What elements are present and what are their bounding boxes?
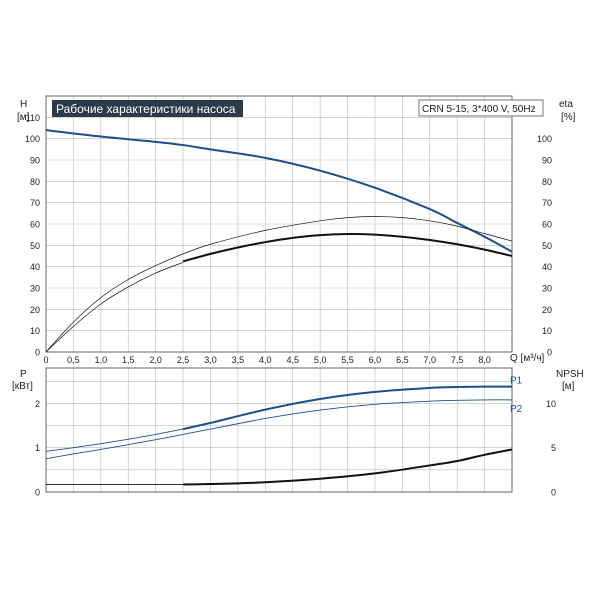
p1-curve-low — [45, 428, 184, 452]
title-box — [52, 100, 243, 117]
model-label: CRN 5-15, 3*400 V, 50Hz — [422, 104, 536, 115]
head-tick-label: 60 — [30, 220, 40, 230]
head-tick-label: 80 — [30, 177, 40, 187]
x-tick-label: 2,5 — [177, 355, 190, 365]
efficiency-tick-label: 50 — [542, 241, 552, 251]
flow-axis-label: Q [м³/ч] — [510, 353, 545, 364]
x-tick-label: 3,0 — [204, 355, 217, 365]
x-tick-label: 1,0 — [95, 355, 108, 365]
x-tick-label: 0,5 — [67, 355, 80, 365]
npsh-tick-label: 5 — [551, 443, 556, 453]
curves — [45, 129, 513, 486]
head-tick-label: 40 — [30, 262, 40, 272]
npsh-tick-label: 0 — [551, 488, 556, 498]
p1-label: P1 — [510, 376, 523, 387]
efficiency-tick-label: 80 — [542, 177, 552, 187]
head-axis-name: H — [20, 99, 27, 110]
power-tick-label: 0 — [35, 488, 40, 498]
efficiency-tick-label: 100 — [537, 134, 552, 144]
p1-curve — [182, 385, 513, 431]
npsh-axis-name: NPSH — [556, 369, 584, 380]
tick-labels: 0 0,5 1,0 1,5 2,0 2,5 3,0 3,5 4,0 4,5 5,0 5,5 6,0 6,5… — [25, 113, 556, 498]
npsh-axis-unit: [м] — [562, 381, 575, 392]
series-labels: P1 P2 — [510, 376, 523, 415]
efficiency-tick-label: 10 — [542, 326, 552, 336]
x-tick-label: 4,0 — [259, 355, 272, 365]
efficiency-tick-label: 60 — [542, 220, 552, 230]
head-tick-label: 100 — [25, 134, 40, 144]
eta_2-curve — [45, 262, 184, 353]
power-tick-label: 1 — [35, 443, 40, 453]
p2-curve — [45, 399, 513, 460]
power-axis-name: P — [20, 369, 27, 380]
npsh-tick-label: 10 — [546, 399, 556, 409]
x-tick-label: 6,5 — [396, 355, 409, 365]
efficiency-tick-label: 40 — [542, 262, 552, 272]
bottom-plot-frame — [45, 367, 513, 493]
head-tick-label: 20 — [30, 305, 40, 315]
head-curve — [45, 129, 513, 253]
head-tick-label: 90 — [30, 156, 40, 166]
head-tick-label: 0 — [35, 348, 40, 358]
x-tick-label: 7,5 — [451, 355, 464, 365]
top-plot-frame — [45, 95, 513, 353]
eta_3-curve — [182, 233, 513, 263]
efficiency-tick-label: 0 — [547, 348, 552, 358]
x-tick-label: 7,0 — [424, 355, 437, 365]
x-tick-label: 5,0 — [314, 355, 327, 365]
head-tick-label: 50 — [30, 241, 40, 251]
head-axis-unit: [м] — [17, 112, 30, 123]
efficiency-tick-label: 20 — [542, 305, 552, 315]
efficiency-tick-label: 70 — [542, 198, 552, 208]
x-tick-label: 1,5 — [122, 355, 135, 365]
x-tick-label: 2,0 — [149, 355, 162, 365]
x-tick-label: 8,0 — [478, 355, 491, 365]
eta_1-curve — [45, 216, 513, 353]
x-tick-label: 6,0 — [369, 355, 382, 365]
head-tick-label: 30 — [30, 284, 40, 294]
head-tick-label: 10 — [30, 326, 40, 336]
efficiency-axis-unit: [%] — [561, 112, 576, 123]
power-axis-unit: [кВт] — [12, 381, 33, 392]
head-tick-label: 110 — [26, 113, 40, 123]
model-label-box — [418, 99, 544, 117]
x-tick-label: 3,5 — [232, 355, 245, 365]
efficiency-tick-label: 30 — [542, 284, 552, 294]
x-tick-label: 5,5 — [341, 355, 354, 365]
efficiency-axis-name: eta — [559, 99, 573, 110]
x-tick-label: 0 — [43, 355, 48, 365]
x-tick-label: 4,5 — [286, 355, 299, 365]
p2-label: P2 — [510, 404, 523, 415]
power-tick-label: 2 — [35, 399, 40, 409]
head-tick-label: 70 — [30, 198, 40, 208]
chart-title: Рабочие характеристики насоса — [56, 102, 236, 116]
efficiency-tick-label: 90 — [542, 156, 552, 166]
npsh-curve — [183, 448, 513, 486]
